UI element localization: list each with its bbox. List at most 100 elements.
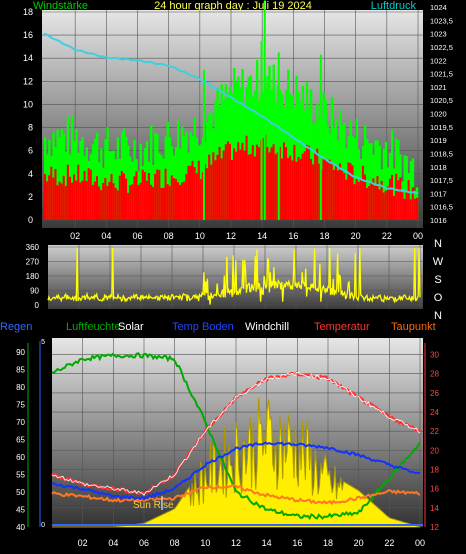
wind-average-bar — [334, 165, 338, 220]
wind-average-bar — [149, 184, 153, 220]
wind-average-bar — [228, 143, 232, 220]
wind-average-bar — [341, 168, 344, 220]
wind-gust-bar — [355, 118, 359, 220]
wind-average-bar — [181, 182, 184, 220]
wind-gust-bar — [202, 69, 205, 221]
wind-gust-bar — [79, 140, 82, 220]
wind-gust-bar — [181, 126, 184, 220]
wind-average-bar — [307, 145, 311, 220]
pressure-y-tick: 1018,5 — [430, 149, 453, 158]
wind-average-bar — [50, 166, 53, 220]
wind-gust-bar — [287, 69, 290, 220]
direction-y-tick: 360 — [26, 243, 40, 252]
wind-average-bar — [166, 184, 169, 220]
wind-average-bar — [125, 178, 128, 220]
wind-average-bar — [141, 169, 145, 220]
wind-average-bar — [299, 158, 302, 220]
chart-title: 24 hour graph day : Juli 19 2024 — [154, 0, 312, 12]
compass-letter: S — [434, 274, 441, 286]
wind-average-bar — [272, 144, 275, 220]
wind-average-bar — [245, 135, 248, 220]
humidity-y-tick: 85 — [16, 366, 25, 375]
wind-average-bar — [403, 198, 406, 220]
wind-x-tick: 06 — [132, 231, 142, 241]
temperature-x-tick: 18 — [323, 538, 333, 548]
wind-average-bar — [255, 144, 259, 220]
wind-average-bar — [399, 177, 402, 220]
wind-gust-bar — [277, 52, 280, 220]
wind-average-bar — [212, 152, 215, 220]
pressure-y-tick: 1024 — [430, 3, 447, 12]
direction-y-tick: 180 — [26, 272, 40, 281]
humidity-series-line — [51, 352, 421, 521]
wind-average-bar — [328, 159, 332, 220]
wind-x-tick: 12 — [226, 231, 236, 241]
wind-average-bar — [52, 177, 55, 220]
wind-gust-bar — [319, 54, 322, 220]
wind-direction-series-line — [47, 247, 421, 305]
wind-average-bar — [363, 174, 367, 220]
wind-average-bar — [89, 169, 93, 220]
humidity-y-tick: 40 — [16, 523, 25, 532]
wind-average-bar — [343, 173, 346, 220]
wind-average-bar — [168, 185, 172, 220]
wind-x-tick: 00 — [413, 231, 423, 241]
pressure-y-tick: 1022 — [430, 56, 447, 65]
rain-y-ticks: 05 — [41, 339, 45, 529]
wind-gust-bar — [64, 151, 68, 220]
wind-gust-bar — [405, 156, 408, 220]
wind-average-bar — [409, 199, 413, 220]
temperature-x-tick: 00 — [415, 538, 425, 548]
temperature-x-tick: 12 — [231, 538, 241, 548]
wind-average-bar — [258, 147, 261, 220]
series-legend-windchill: Windchill — [245, 321, 289, 333]
wind-gust-bar — [295, 75, 298, 220]
wind-average-bar — [135, 171, 138, 220]
wind-average-bar — [110, 174, 113, 220]
humidity-y-tick: 70 — [16, 418, 25, 427]
pressure-y-axis-ticks: 1016 1016,5 1017 1017,5 1018 1018,5 1019 1019,5… — [430, 3, 453, 225]
temperature-y-ticks: 12 14 16 18 20 22 24 26 28 30 — [430, 351, 439, 532]
wind-average-bar — [106, 185, 109, 220]
wind-average-bar — [183, 181, 186, 220]
wind-average-bar — [91, 185, 95, 220]
direction-y-tick: 270 — [26, 258, 40, 267]
wind-average-bar — [405, 192, 408, 220]
wind-average-bar — [77, 164, 80, 220]
wind-average-bar — [102, 183, 105, 220]
wind-gust-bar — [56, 129, 59, 220]
wind-average-bar — [56, 185, 59, 220]
wind-average-bar — [154, 173, 157, 220]
wind-average-bar — [355, 179, 359, 220]
wind-average-bar — [48, 175, 51, 220]
wind-average-bar — [137, 185, 140, 220]
wind-x-axis-ticks: 02 04 06 08 10 12 14 16 18 20 22 00 — [70, 231, 423, 241]
wind-average-bar — [158, 169, 161, 220]
wind-average-bar — [199, 179, 203, 220]
wind-average-bar — [351, 165, 354, 220]
wind-average-bar — [287, 157, 290, 220]
wind-x-tick: 08 — [164, 231, 174, 241]
wind-x-tick: 04 — [101, 231, 111, 241]
wind-average-bar — [268, 152, 271, 220]
wind-average-bar — [176, 182, 180, 220]
wind-average-bar — [324, 157, 327, 220]
wind-average-bar — [112, 183, 115, 220]
wind-average-bar — [162, 187, 165, 220]
wind-x-tick: 20 — [351, 231, 361, 241]
wind-gust-bar — [297, 91, 300, 220]
wind-gust-bar — [384, 142, 388, 220]
temperature-y-tick: 28 — [430, 370, 439, 379]
wind-average-bar — [143, 171, 147, 220]
wind-y-tick: 14 — [23, 53, 33, 63]
soil-temp-series-line — [51, 441, 421, 501]
wind-gust-bar — [58, 136, 61, 220]
temperature-y-tick: 26 — [430, 389, 439, 398]
wind-average-bar — [285, 147, 288, 220]
wind-x-tick: 18 — [319, 231, 329, 241]
wind-gust-bar — [81, 136, 84, 220]
wind-y-axis-ticks: 0 2 4 6 8 10 12 14 16 18 — [23, 7, 33, 225]
